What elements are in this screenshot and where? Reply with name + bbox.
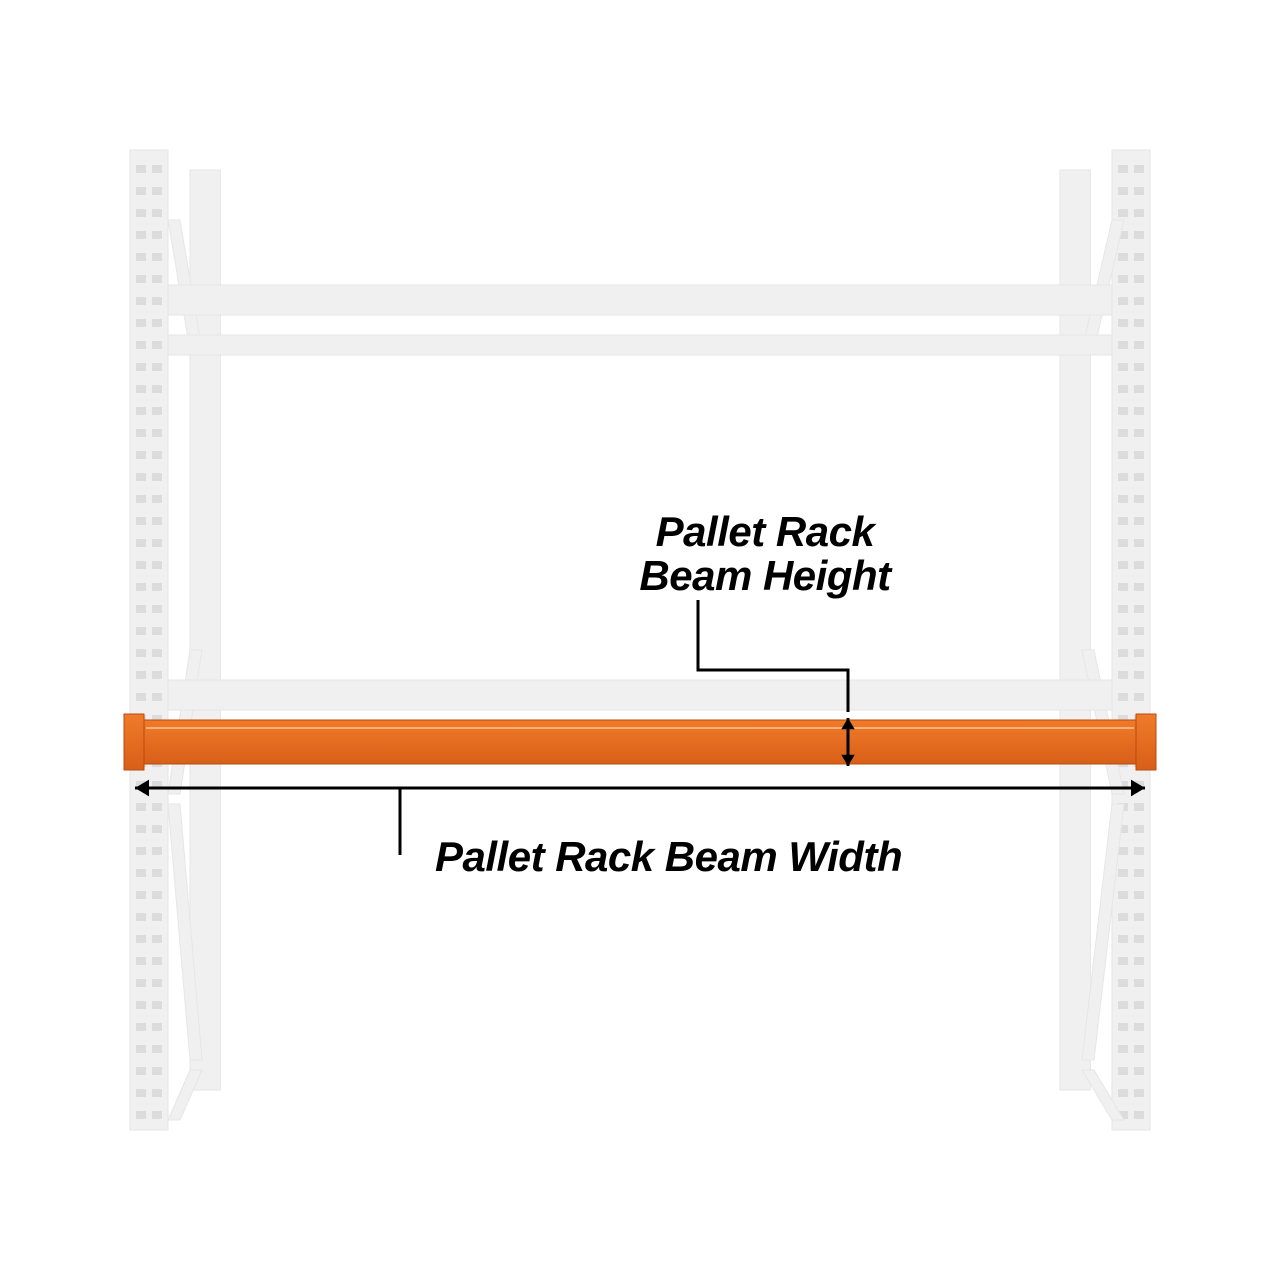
beam-height-label-line1: Pallet Rack — [656, 508, 875, 555]
beam-height-label-line2: Beam Height — [639, 552, 890, 599]
beam-width-label-text: Pallet Rack Beam Width — [435, 833, 902, 880]
diagram-svg — [0, 0, 1280, 1280]
beam-height-label: Pallet Rack Beam Height — [605, 510, 925, 598]
beam-width-label: Pallet Rack Beam Width — [435, 835, 902, 879]
diagram-container: Pallet Rack Beam Height Pallet Rack Beam… — [0, 0, 1280, 1280]
